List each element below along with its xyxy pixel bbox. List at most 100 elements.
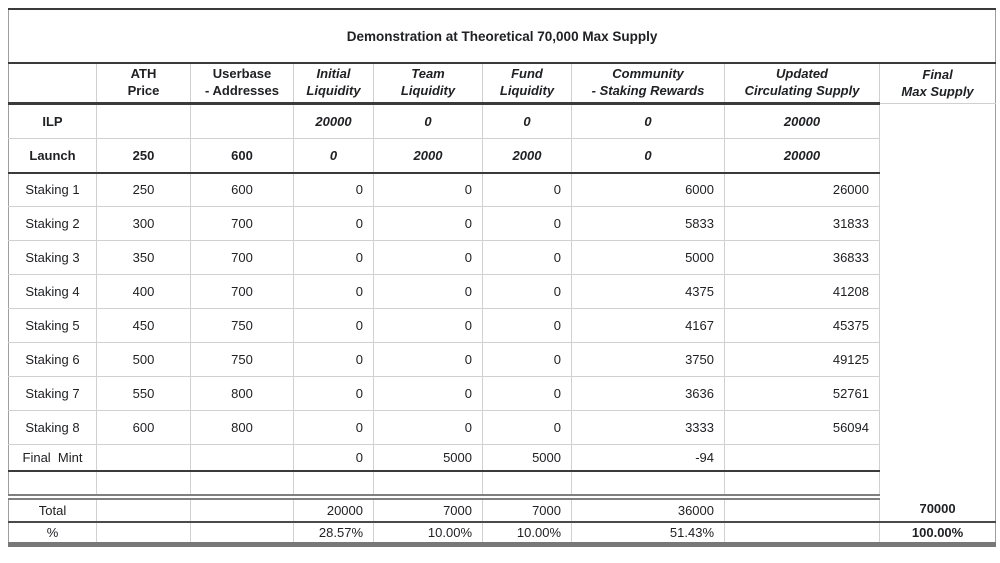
cell: 5000 [482, 444, 572, 472]
row-label: ILP [8, 103, 97, 139]
row-label: % [46, 524, 59, 540]
table-row: Launch 250 600 0 2000 2000 0 20000 [8, 138, 996, 174]
cell: 0 [482, 206, 572, 241]
cell: 36833 [724, 240, 880, 275]
final-max-supply-column-body [878, 103, 996, 497]
row-label: Final Mint [8, 444, 97, 472]
cell [190, 444, 294, 472]
cell: 31833 [724, 206, 880, 241]
cell: 7000 [373, 496, 483, 523]
cell [482, 470, 572, 500]
row-label: Staking 3 [8, 240, 97, 275]
cell: 0 [482, 274, 572, 309]
cell: 0 [373, 206, 483, 241]
title-row: Demonstration at Theoretical 70,000 Max … [8, 9, 996, 64]
cell: 5000 [373, 444, 483, 472]
cell: 0 [293, 342, 374, 377]
cell: 0 [482, 342, 572, 377]
cell: 3333 [571, 410, 725, 445]
cell: 0 [482, 376, 572, 411]
table-row [8, 470, 996, 500]
cell: 0 [293, 444, 374, 472]
cell: 26000 [724, 172, 880, 207]
column-header: Initial Liquidity [293, 63, 374, 105]
column-header: Fund Liquidity [482, 63, 572, 105]
cell: 0 [373, 376, 483, 411]
max-supply-table: Demonstration at Theoretical 70,000 Max … [8, 8, 997, 547]
cell: 800 [190, 376, 294, 411]
cell [373, 470, 483, 500]
cell [293, 470, 374, 500]
column-header: Updated Circulating Supply [724, 63, 880, 105]
column-header: Userbase - Addresses [190, 63, 294, 105]
cell: 0 [373, 240, 483, 275]
cell: 700 [190, 206, 294, 241]
final-max-supply-value: 100.00% [878, 521, 996, 545]
cell: 0 [293, 376, 374, 411]
cell [190, 470, 294, 500]
cell: 0 [482, 103, 572, 139]
cell: 0 [571, 138, 725, 174]
cell: 800 [190, 410, 294, 445]
table-row: Staking 7 550 800 0 0 0 3636 52761 [8, 376, 996, 411]
cell: 0 [293, 138, 374, 174]
cell: 36000 [571, 496, 725, 523]
cell: 550 [96, 376, 191, 411]
cell [96, 470, 191, 500]
cell: 3636 [571, 376, 725, 411]
cell: 0 [373, 308, 483, 343]
table-row: Staking 3 350 700 0 0 0 5000 36833 [8, 240, 996, 275]
cell: 0 [482, 240, 572, 275]
cell: 56094 [724, 410, 880, 445]
row-label: Launch [8, 138, 97, 174]
cell: 6000 [571, 172, 725, 207]
cell: 0 [373, 342, 483, 377]
page-title: Demonstration at Theoretical 70,000 Max … [8, 9, 996, 64]
row-label: Total [8, 496, 97, 523]
column-header: Team Liquidity [373, 63, 483, 105]
cell: 0 [293, 410, 374, 445]
row-label: Staking 6 [8, 342, 97, 377]
cell: 0 [293, 274, 374, 309]
row-label: Staking 5 [8, 308, 97, 343]
cell: 0 [571, 103, 725, 139]
cell: 2000 [482, 138, 572, 174]
cell: 0 [293, 172, 374, 207]
table-row: Staking 5 450 750 0 0 0 4167 45375 [8, 308, 996, 343]
cell: 0 [293, 240, 374, 275]
cell [724, 470, 880, 500]
cell: 5000 [571, 240, 725, 275]
cell: 700 [190, 240, 294, 275]
table-row: Staking 2 300 700 0 0 0 5833 31833 [8, 206, 996, 241]
cell [96, 103, 191, 139]
cell [571, 470, 725, 500]
table-row: ILP 20000 0 0 0 20000 [8, 103, 996, 497]
table-row: Staking 8 600 800 0 0 0 3333 56094 [8, 410, 996, 445]
table-body: ILP 20000 0 0 0 20000 Launch 250 600 0 2000 2000 0 20… [8, 103, 996, 545]
cell: 28.57% [293, 521, 374, 545]
cell: 0 [373, 103, 483, 139]
cell [96, 444, 191, 472]
cell: 500 [96, 342, 191, 377]
cell: 450 [96, 308, 191, 343]
column-header: ATH Price [96, 63, 191, 105]
cell: 5833 [571, 206, 725, 241]
cell: 0 [373, 172, 483, 207]
table-row: % 28.57% 10.00% 10.00% 51.43% 100.00% [9, 521, 996, 545]
cell: 0 [482, 410, 572, 445]
cell [190, 103, 294, 139]
cell: 20000 [724, 103, 880, 139]
cell: 2000 [373, 138, 483, 174]
cell: 10.00% [373, 521, 483, 545]
column-header: Final Max Supply [878, 63, 996, 104]
final-max-supply-value: 70000 [878, 496, 996, 523]
table-row: Final Mint 0 5000 5000 -94 [8, 444, 996, 472]
cell: 10.00% [482, 521, 572, 545]
table-row: Staking 1 250 600 0 0 0 6000 26000 [8, 172, 996, 207]
cell: 41208 [724, 274, 880, 309]
cell: 350 [96, 240, 191, 275]
row-label: Staking 4 [8, 274, 97, 309]
cell: 4375 [571, 274, 725, 309]
cell: 0 [373, 274, 483, 309]
cell: 0 [293, 308, 374, 343]
